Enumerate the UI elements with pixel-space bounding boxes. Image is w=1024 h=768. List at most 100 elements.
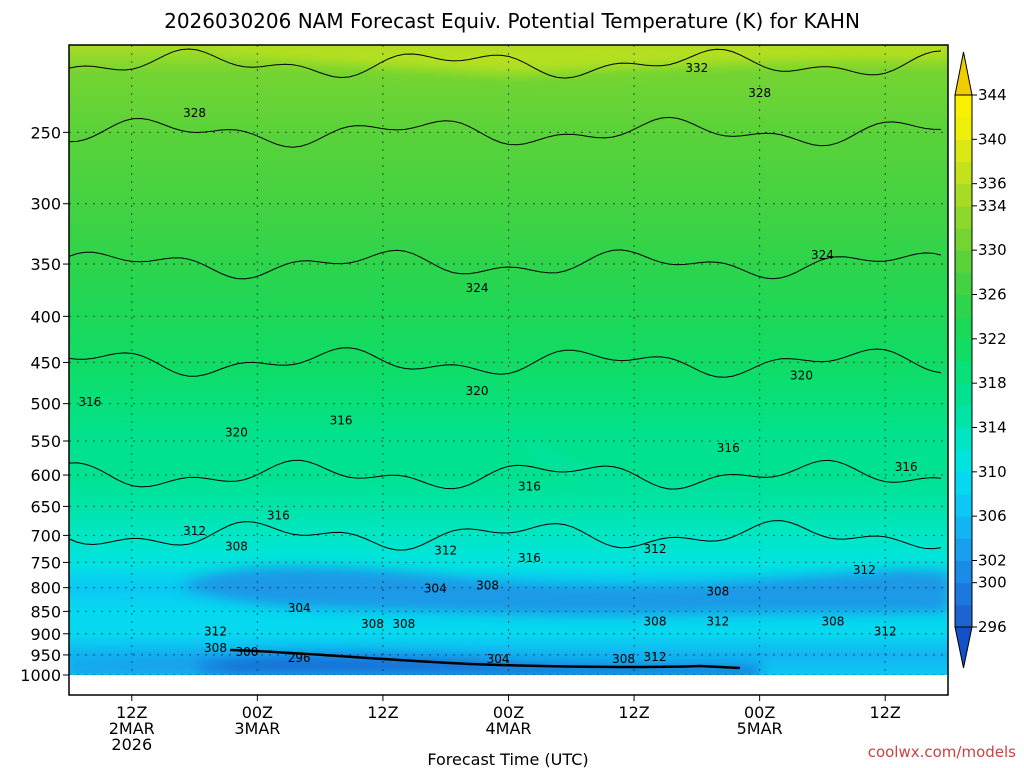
colorbar-tick-label-318: 318 [978,374,1007,392]
svg-text:296: 296 [288,651,311,665]
y-tick-label-500: 500 [30,395,61,414]
contour-line-324 [69,249,942,280]
svg-text:312: 312 [644,650,667,664]
y-tick-label-450: 450 [30,353,61,372]
contour-label-312: 312 [853,563,876,577]
x-tick-label-12Z: 12Z [618,703,649,722]
y-tick-label-300: 300 [30,195,61,214]
svg-text:320: 320 [466,384,489,398]
contour-label-304: 304 [424,582,447,596]
colorbar-swatch-296 [955,604,972,628]
colorbar-tick-label-330: 330 [978,241,1007,259]
contour-label-308: 308 [392,617,415,631]
colorbar-swatch-328 [955,250,972,273]
contour-label-308: 308 [361,617,384,631]
colorbar-swatch-340 [955,117,972,140]
colorbar-swatch-312 [955,427,972,451]
colorbar-tick-label-326: 326 [978,286,1007,304]
theta-e-field [69,45,948,695]
svg-text:316: 316 [717,441,740,455]
x-tick-label-12Z: 12Z [367,703,398,722]
svg-text:316: 316 [267,508,290,522]
svg-text:304: 304 [288,601,311,615]
svg-text:328: 328 [748,86,771,100]
contour-label-316: 316 [267,508,290,522]
y-tick-label-950: 950 [30,646,61,665]
colorbar-swatch-304 [955,516,972,539]
contour-label-328: 328 [183,106,206,120]
colorbar-tick-label-296: 296 [978,618,1007,636]
svg-text:312: 312 [204,625,227,639]
svg-text:308: 308 [392,617,415,631]
svg-text:316: 316 [78,395,101,409]
colorbar: 296 300 302 306 310 314 318 322 326 330 334 336 340 3… [954,51,1007,669]
svg-text:312: 312 [853,563,876,577]
x-tick-label-00Z: 00Z [493,703,524,722]
x-tick-label-00Z: 00Z [744,703,775,722]
y-tick-label-350: 350 [30,255,61,274]
colorbar-swatch-330 [955,228,972,251]
contour-label-320: 320 [466,384,489,398]
colorbar-swatch-302 [955,538,972,561]
x-tick-label-5MAR: 5MAR [737,719,783,738]
contour-label-300: 300 [235,645,258,659]
svg-text:304: 304 [487,652,510,666]
colorbar-swatch-324 [955,294,972,318]
colorbar-swatch-310 [955,449,972,473]
colorbar-frame [954,94,973,628]
contour-label-312: 312 [644,542,667,556]
contour-label-312: 312 [706,614,729,628]
svg-text:312: 312 [706,614,729,628]
y-tick-label-650: 650 [30,497,61,516]
contour-lines [69,48,942,670]
x-tick-label-2026: 2026 [111,735,152,754]
x-tick-label-3MAR: 3MAR [234,719,280,738]
contour-label-312: 312 [434,544,457,558]
colorbar-swatch-326 [955,272,972,295]
svg-text:308: 308 [706,585,729,599]
pressure-axis: 250 300 350 400 450 500 550 600 650 700 750 800 850 9… [20,123,69,685]
contour-label-312: 312 [874,625,897,639]
svg-text:316: 316 [518,480,541,494]
contour-label-316: 316 [518,551,541,565]
ground [69,675,948,695]
colorbar-swatch-314 [955,405,972,428]
credit-text: coolwx.com/models [868,743,1016,761]
svg-text:312: 312 [874,625,897,639]
inversion-contour [229,648,741,670]
contour-line-316 [69,459,942,490]
x-tick-label-12Z: 12Z [870,703,901,722]
contour-value-labels: 332 328 328 324 324 320 320 316 320 316 316 316 316 3… [78,61,917,666]
contour-label-328: 328 [748,86,771,100]
svg-text:308: 308 [612,652,635,666]
svg-text:308: 308 [821,614,844,628]
contour-label-316: 316 [717,441,740,455]
contour-label-324: 324 [811,248,834,262]
x-tick-label-12Z: 12Z [116,703,147,722]
svg-text:316: 316 [518,551,541,565]
colorbar-swatch-318 [955,361,972,384]
contour-line-332 [69,48,942,79]
colorbar-tick-label-322: 322 [978,330,1007,348]
contour-label-320: 320 [790,368,813,382]
contour-label-304: 304 [288,601,311,615]
svg-text:308: 308 [644,614,667,628]
colorbar-swatch-336 [955,161,972,185]
colorbar-swatch-332 [955,205,972,229]
contour-label-308: 308 [225,539,248,553]
x-tick-label-2MAR: 2MAR [109,719,155,738]
contour-label-320: 320 [225,425,248,439]
contour-line-312 [69,520,942,551]
svg-text:312: 312 [183,524,206,538]
colorbar-tick-label-306: 306 [978,507,1007,525]
contour-label-308: 308 [204,641,227,655]
warm-layer-top [210,46,948,75]
contour-label-312: 312 [204,625,227,639]
y-tick-label-800: 800 [30,579,61,598]
chart-title: 2026030206 NAM Forecast Equiv. Potential… [164,9,860,33]
colorbar-swatch-316 [955,383,972,406]
colorbar-swatch-342 [955,95,972,118]
contour-label-316: 316 [78,395,101,409]
grid-lines [69,45,948,675]
